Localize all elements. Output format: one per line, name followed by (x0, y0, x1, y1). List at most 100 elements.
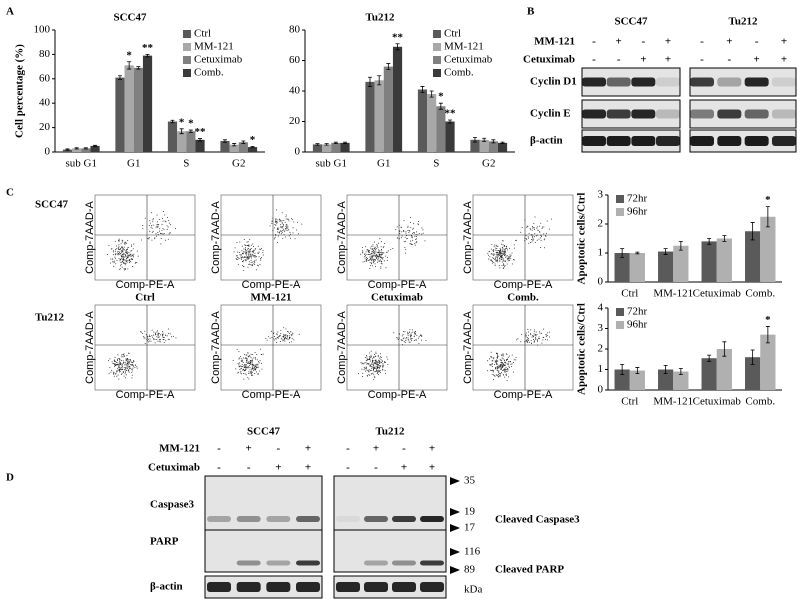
dot (499, 365, 501, 367)
dot (372, 260, 374, 262)
dot (534, 329, 536, 331)
dot (488, 258, 490, 260)
dot (149, 334, 151, 336)
dot (168, 328, 170, 330)
band (744, 109, 769, 119)
dot (504, 260, 506, 262)
band (296, 582, 320, 592)
dot (364, 255, 366, 257)
dot (125, 360, 127, 362)
dot (501, 250, 503, 252)
dot (277, 235, 279, 237)
dot (495, 244, 497, 246)
dot (385, 267, 387, 269)
dot (387, 358, 389, 360)
dot (498, 372, 500, 374)
dot (253, 255, 255, 257)
dot (254, 366, 256, 368)
x-tick-label: Cetuximab (693, 288, 742, 300)
dot (495, 368, 497, 370)
dot (498, 370, 500, 372)
dot (243, 265, 245, 267)
dot (534, 233, 536, 235)
dot (250, 370, 252, 372)
dot (260, 258, 262, 260)
dot (130, 246, 132, 248)
dot (250, 360, 252, 362)
dot (544, 247, 546, 249)
dot (238, 358, 240, 360)
dot (253, 367, 255, 369)
dot (246, 367, 248, 369)
dot (396, 237, 398, 239)
dot (513, 359, 515, 361)
error-bar (750, 349, 755, 365)
flow-plot (94, 194, 196, 281)
dot (493, 261, 495, 263)
dot (136, 261, 138, 263)
bar (340, 142, 350, 152)
band (656, 136, 680, 146)
dot (371, 356, 373, 358)
dot (285, 216, 287, 218)
dot (296, 229, 298, 231)
dot (135, 261, 137, 263)
dot (540, 239, 542, 241)
dot (108, 360, 110, 362)
dot (256, 366, 258, 368)
dot (370, 257, 372, 259)
dot (373, 379, 375, 381)
dot (392, 248, 394, 250)
dot (120, 360, 122, 362)
dot (245, 358, 247, 360)
dot (285, 328, 287, 330)
dot (247, 258, 249, 260)
dot (380, 257, 382, 259)
dot (404, 240, 406, 242)
dot (115, 363, 117, 365)
dot (417, 223, 419, 225)
sign: + (781, 36, 787, 48)
blot (204, 529, 323, 573)
dot (376, 257, 378, 259)
dot (242, 362, 244, 364)
dot (254, 356, 256, 358)
dot (121, 354, 123, 356)
dot (290, 331, 292, 333)
treatment-label: MM-121 (251, 292, 292, 304)
dot (411, 329, 413, 331)
dot (507, 356, 509, 358)
dot (120, 265, 122, 267)
dot (123, 260, 125, 262)
dot (126, 247, 128, 249)
dot (152, 219, 154, 221)
dot (120, 368, 122, 370)
flow-x-axis: Comp-PE-A (368, 389, 427, 401)
dot (251, 361, 253, 363)
dot (255, 358, 257, 360)
dot (266, 339, 268, 341)
dot (129, 253, 131, 255)
dot (496, 367, 498, 369)
dot (129, 365, 131, 367)
dot (158, 333, 160, 335)
dot (533, 340, 535, 342)
dot (375, 359, 377, 361)
dot (248, 356, 250, 358)
flow-x-axis: Comp-PE-A (494, 279, 553, 291)
dot (386, 259, 388, 261)
dot (244, 256, 246, 258)
dot (124, 370, 126, 372)
dot (238, 366, 240, 368)
dot (528, 341, 530, 343)
significance-label: * (179, 116, 185, 128)
dot (495, 362, 497, 364)
dot (155, 233, 157, 235)
legend-swatch (616, 321, 624, 329)
dot (374, 251, 376, 253)
dot (505, 249, 507, 251)
dot (407, 229, 409, 231)
flow-y-axis: Comp-7AAD-A (84, 310, 96, 383)
error-bar (635, 367, 640, 374)
bar (445, 121, 455, 152)
